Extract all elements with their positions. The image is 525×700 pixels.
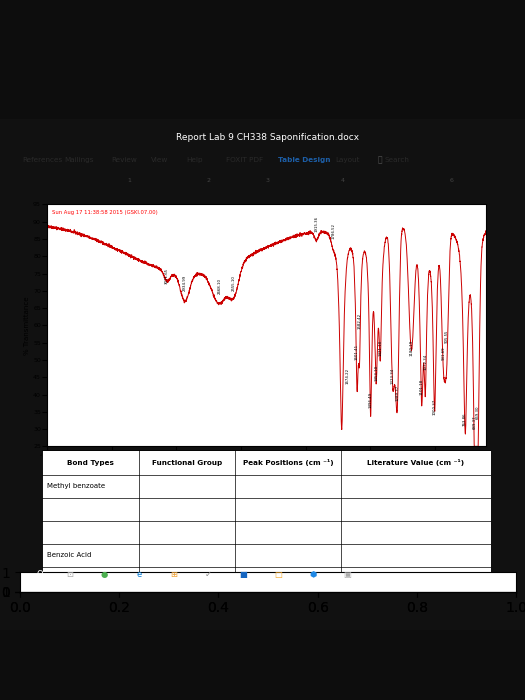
Text: 1101.18: 1101.18 (419, 378, 424, 395)
Text: 1786.52: 1786.52 (331, 223, 335, 239)
Text: 2: 2 (206, 178, 211, 183)
Text: Report Lab 9 CH338 Saponification.docx: Report Lab 9 CH338 Saponification.docx (176, 133, 360, 142)
Text: Sun Aug 17 11:38:58 2015 (GSKI.07.00): Sun Aug 17 11:38:58 2015 (GSKI.07.00) (51, 211, 158, 216)
Text: ⊞: ⊞ (170, 570, 177, 579)
Text: 1453.10: 1453.10 (374, 365, 378, 381)
Text: View: View (151, 157, 169, 163)
Text: Mailings: Mailings (65, 157, 94, 163)
Text: O: O (36, 570, 43, 579)
Text: Bond Types: Bond Types (67, 460, 114, 466)
Text: Methyl benzoate: Methyl benzoate (47, 483, 105, 489)
Text: 1601.41: 1601.41 (355, 344, 359, 360)
Text: 1915.36: 1915.36 (314, 216, 319, 232)
Text: 1180.19: 1180.19 (410, 340, 413, 356)
Text: 763.86: 763.86 (463, 412, 467, 426)
Text: 1: 1 (127, 178, 131, 183)
Text: 669.30: 669.30 (475, 405, 479, 419)
Text: 3071.65: 3071.65 (165, 268, 169, 284)
Text: Literature Value (cm ⁻¹): Literature Value (cm ⁻¹) (368, 459, 465, 466)
Text: 1072.34: 1072.34 (423, 354, 427, 370)
Text: ▣: ▣ (343, 570, 351, 579)
Text: Review: Review (112, 157, 138, 163)
Text: 1000.37: 1000.37 (433, 399, 437, 415)
Text: 905.55: 905.55 (445, 329, 449, 343)
Text: 1421.10: 1421.10 (379, 340, 382, 356)
Text: 1496.49: 1496.49 (369, 392, 373, 408)
Text: FOXIT PDF: FOXIT PDF (226, 157, 263, 163)
Bar (0, 630, 525, 700)
Text: Peak Positions (cm ⁻¹): Peak Positions (cm ⁻¹) (243, 459, 333, 466)
Text: 3: 3 (266, 178, 270, 183)
Text: 6: 6 (449, 178, 454, 183)
Text: Benzoic Acid: Benzoic Acid (47, 552, 91, 558)
Text: 2934.99: 2934.99 (183, 274, 187, 290)
Text: ⬢: ⬢ (309, 570, 317, 579)
Text: ●: ● (101, 570, 108, 579)
Text: Table Design: Table Design (278, 157, 330, 163)
Text: ⌕: ⌕ (377, 155, 382, 164)
Text: Layout: Layout (335, 157, 360, 163)
X-axis label: Wavenumbers (cm-1): Wavenumbers (cm-1) (229, 461, 304, 467)
Text: ⊡: ⊡ (66, 570, 73, 579)
Text: 2668.10: 2668.10 (217, 279, 221, 294)
Text: □: □ (274, 570, 282, 579)
Text: 1674.22: 1674.22 (345, 368, 350, 384)
Text: Search: Search (385, 157, 410, 163)
Text: References: References (23, 157, 62, 163)
Text: 1323.34: 1323.34 (391, 368, 395, 384)
Text: ■: ■ (239, 570, 247, 579)
Text: ✓: ✓ (205, 570, 212, 579)
Bar (0, 0, 525, 119)
Text: 931.69: 931.69 (442, 346, 446, 360)
Y-axis label: % Transmittance: % Transmittance (24, 296, 30, 355)
Text: Help: Help (186, 157, 203, 163)
Text: 2555.10: 2555.10 (232, 275, 236, 290)
Text: e: e (136, 570, 142, 579)
Text: 1289.37: 1289.37 (395, 385, 400, 401)
Text: 4: 4 (340, 178, 344, 183)
Text: Functional Group: Functional Group (152, 460, 222, 466)
Text: 1582.42: 1582.42 (358, 313, 361, 329)
Text: 689.37: 689.37 (473, 415, 477, 429)
